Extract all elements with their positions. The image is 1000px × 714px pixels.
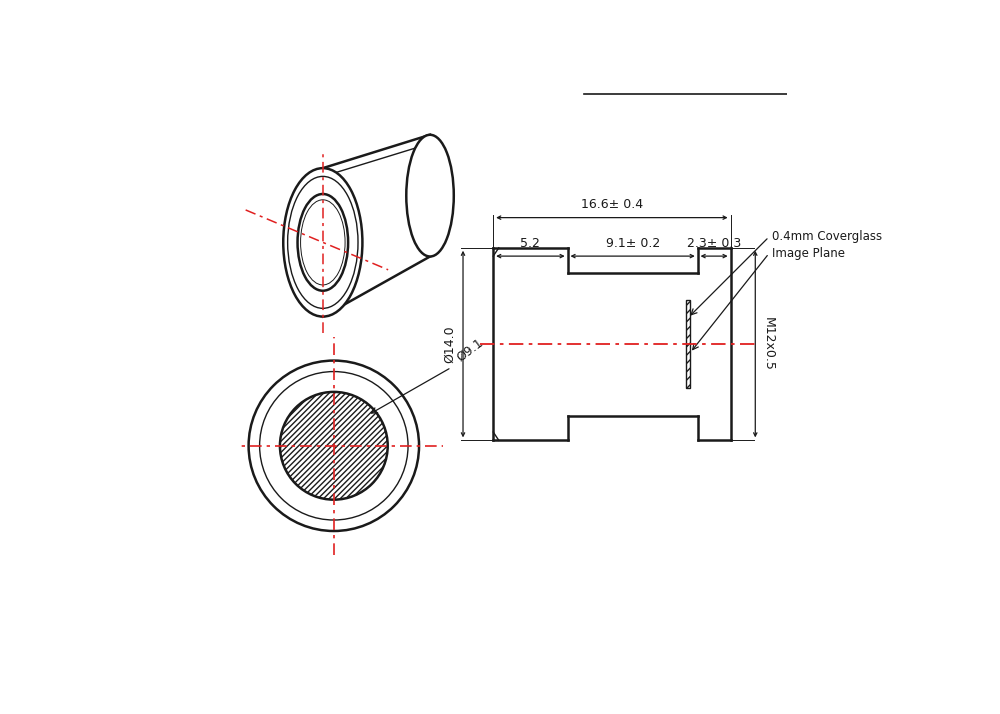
Text: 2.3± 0.3: 2.3± 0.3	[687, 236, 741, 249]
Text: 5.2: 5.2	[520, 236, 540, 249]
Circle shape	[249, 361, 419, 531]
Circle shape	[280, 392, 388, 500]
Ellipse shape	[298, 194, 348, 291]
Text: 16.6± 0.4: 16.6± 0.4	[581, 198, 643, 211]
Ellipse shape	[406, 135, 454, 256]
Text: 0.4mm Coverglass: 0.4mm Coverglass	[772, 231, 882, 243]
Text: 9.1± 0.2: 9.1± 0.2	[606, 236, 660, 249]
Text: Ø9.1: Ø9.1	[454, 336, 486, 365]
Bar	[686, 300, 690, 388]
Text: Ø14.0: Ø14.0	[443, 326, 456, 363]
Text: M12x0.5: M12x0.5	[762, 317, 775, 371]
Ellipse shape	[283, 168, 362, 316]
Text: Image Plane: Image Plane	[772, 247, 845, 260]
Bar	[686, 300, 690, 388]
